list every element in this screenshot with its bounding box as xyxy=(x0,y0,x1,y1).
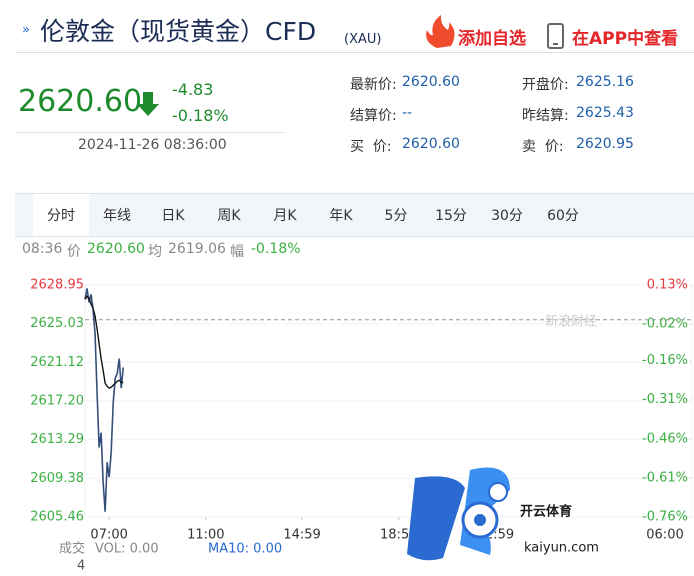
price-line xyxy=(84,295,124,390)
volume-text: VOL: 0.00 xyxy=(95,542,159,557)
field-value: 2620.60 xyxy=(402,136,460,152)
y2-tick-label: -0.16% xyxy=(642,353,688,368)
title-icon: » xyxy=(22,23,30,38)
y-tick-label: 2609.38 xyxy=(30,471,84,486)
price-change-pct: -0.18% xyxy=(172,106,229,125)
status-range: -0.18% xyxy=(251,241,301,257)
price-line xyxy=(84,288,125,512)
field-label: 卖 价: xyxy=(522,139,564,155)
field-value: 2625.43 xyxy=(576,105,634,121)
field-value: 2625.16 xyxy=(576,74,634,90)
status-price-label: 价 xyxy=(67,244,81,260)
tab[interactable]: 5分 xyxy=(384,208,408,224)
fire-icon xyxy=(426,15,455,48)
tab[interactable]: 年K xyxy=(329,208,353,224)
tab[interactable]: 30分 xyxy=(491,208,523,224)
quote-divider xyxy=(15,132,285,133)
y2-tick-label: -0.61% xyxy=(642,470,688,485)
y2-tick-label: -0.31% xyxy=(642,392,688,407)
watermark-site: kaiyun.com xyxy=(524,541,599,556)
down-arrow xyxy=(137,92,159,116)
status-avg-label: 均 xyxy=(148,244,162,260)
active-tab-background xyxy=(33,194,89,236)
tab-bar xyxy=(15,193,694,237)
x-tick-label: 07:00 xyxy=(90,528,127,543)
field-value: 2620.60 xyxy=(402,74,460,90)
status-price: 2620.60 xyxy=(87,241,145,257)
open-app-button[interactable]: 在APP中查看 xyxy=(572,29,679,49)
x-tick-label: 14:59 xyxy=(283,528,320,543)
add-watchlist-button[interactable]: 添加自选 xyxy=(458,29,526,49)
y2-tick-label: -0.46% xyxy=(642,431,688,446)
y-tick-label: 2605.46 xyxy=(30,510,84,525)
field-label: 昨结算: xyxy=(522,108,569,124)
y-tick-label: 2628.95 xyxy=(30,278,84,293)
status-range-label: 幅 xyxy=(230,244,244,260)
tab[interactable]: 日K xyxy=(161,208,185,224)
y2-tick-label: -0.02% xyxy=(642,317,688,332)
y2-tick-label: 0.13% xyxy=(647,278,688,293)
watermark-name: 开云体育 xyxy=(520,504,572,520)
tab[interactable]: 60分 xyxy=(547,208,579,224)
y-tick-label: 2621.12 xyxy=(30,355,84,370)
tab[interactable]: 年线 xyxy=(103,208,131,224)
field-label: 结算价: xyxy=(350,108,397,124)
field-value: -- xyxy=(402,105,413,121)
tab[interactable]: 周K xyxy=(217,208,241,224)
watermark-logo xyxy=(407,467,510,561)
last-price: 2620.60 xyxy=(18,84,143,119)
field-label: 最新价: xyxy=(350,77,397,93)
page-title: 伦敦金（现货黄金）CFD xyxy=(40,17,317,46)
status-avg: 2619.06 xyxy=(168,241,226,257)
x-tick-label: 18:59 xyxy=(380,528,417,543)
field-value: 2620.95 xyxy=(576,136,634,152)
status-time: 08:36 xyxy=(22,241,63,257)
ma10-text: MA10: 0.00 xyxy=(208,542,282,557)
symbol-code: (XAU) xyxy=(344,32,382,47)
field-label: 买 价: xyxy=(350,139,392,155)
phone-icon xyxy=(547,23,564,49)
tab[interactable]: 月K xyxy=(273,208,297,224)
x-tick-label: 11:00 xyxy=(187,528,224,543)
tab[interactable]: 分时 xyxy=(47,208,75,224)
y-tick-label: 2617.20 xyxy=(30,394,84,409)
y-tick-label: 2613.29 xyxy=(30,432,84,447)
x-tick-label: 06:00 xyxy=(646,528,683,543)
y-tick-label: 2625.03 xyxy=(30,316,84,331)
volume-axis-label: 4 xyxy=(77,559,85,574)
quote-time: 2024-11-26 08:36:00 xyxy=(78,137,227,153)
header-divider xyxy=(15,52,694,53)
watermark-source: 新浪财经 xyxy=(545,314,597,330)
price-change: -4.83 xyxy=(172,80,214,99)
volume-label: 成交 xyxy=(59,541,85,557)
tab[interactable]: 15分 xyxy=(435,208,467,224)
field-label: 开盘价: xyxy=(522,77,569,93)
